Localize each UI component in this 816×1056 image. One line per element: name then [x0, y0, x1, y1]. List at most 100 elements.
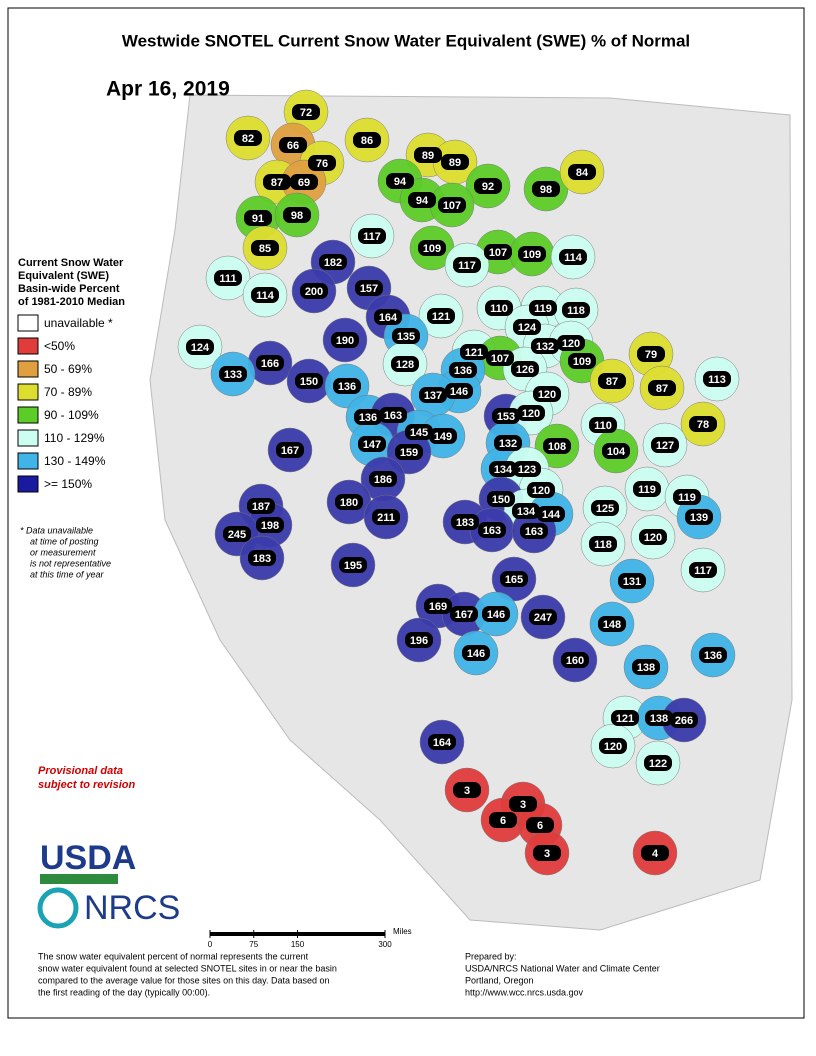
basin-label-bg: [374, 309, 402, 325]
basin-label: 113: [708, 374, 726, 386]
basin-label: 144: [542, 509, 561, 521]
basin-label: 78: [697, 419, 709, 431]
basin-label-bg: [589, 536, 617, 552]
legend-label: 70 - 89%: [44, 385, 92, 399]
footnote: the first reading of the day (typically …: [38, 987, 210, 997]
basin-label-bg: [598, 616, 626, 632]
basin-label: 150: [300, 376, 318, 388]
basin-label: 132: [499, 438, 517, 450]
basin-label-bg: [441, 154, 469, 170]
basin-label-bg: [392, 328, 420, 344]
basin-label: 131: [623, 576, 641, 588]
basin-label-bg: [369, 471, 397, 487]
basin-label: 120: [562, 338, 580, 350]
basin-label: 119: [678, 492, 696, 504]
basin-label: 109: [423, 243, 441, 255]
basin-label: 117: [458, 260, 476, 272]
basin-label-bg: [428, 734, 456, 750]
basin-label-bg: [485, 300, 513, 316]
basin-label: 157: [360, 283, 378, 295]
basin-label: 211: [377, 512, 395, 524]
title: Westwide SNOTEL Current Snow Water Equiv…: [122, 31, 690, 50]
basin-label-bg: [639, 529, 667, 545]
basin-label: 85: [259, 243, 271, 255]
legend-swatch: [17, 360, 39, 378]
basin-label: 149: [434, 431, 452, 443]
basin-label-bg: [419, 387, 447, 403]
basin-label: 198: [261, 520, 279, 532]
basin-label-bg: [251, 240, 279, 256]
basin-label-bg: [509, 796, 537, 812]
basin-label: 124: [191, 342, 210, 354]
basin-label: 87: [606, 376, 618, 388]
basin-label: 121: [616, 713, 634, 725]
basin-label-bg: [414, 147, 442, 163]
basin-label: 163: [483, 525, 501, 537]
basin-label-bg: [276, 442, 304, 458]
basin-label-bg: [489, 461, 517, 477]
basin-label: 138: [637, 662, 655, 674]
basin-label-bg: [450, 606, 478, 622]
basin-label-bg: [568, 164, 596, 180]
basin-label-bg: [513, 461, 541, 477]
basin-label: 148: [603, 619, 621, 631]
basin-label: 137: [424, 390, 442, 402]
basin-label: 120: [532, 485, 550, 497]
basin-label: 121: [432, 311, 450, 323]
prepared-by: http://www.wcc.nrcs.usda.gov: [465, 987, 584, 997]
basin-label: 167: [281, 445, 299, 457]
basin-label-bg: [251, 287, 279, 303]
basin-label: 136: [454, 365, 472, 377]
basin-label-bg: [537, 506, 565, 522]
footnote: The snow water equivalent percent of nor…: [38, 951, 309, 961]
basin-label: 120: [522, 408, 540, 420]
basin-label: 160: [566, 655, 584, 667]
basin-label: 124: [518, 322, 537, 334]
basin-label-bg: [568, 353, 596, 369]
footnote: compared to the average value for those …: [38, 975, 330, 985]
prepared-by: USDA/NRCS National Water and Climate Cen…: [465, 963, 660, 973]
basin-label-bg: [283, 207, 311, 223]
basin-label-bg: [559, 249, 587, 265]
basin-label-bg: [234, 130, 262, 146]
basin-label-bg: [405, 424, 433, 440]
basin-label: 89: [449, 157, 461, 169]
basin-label-bg: [484, 244, 512, 260]
basin-label: 166: [261, 358, 279, 370]
footnote: snow water equivalent found at selected …: [38, 963, 337, 973]
basin-label: 187: [252, 501, 270, 513]
nrcs-icon: [37, 887, 79, 929]
legend-swatch: [17, 475, 39, 493]
basin-label-bg: [645, 710, 673, 726]
basin-label-bg: [557, 335, 585, 351]
basin-label: 125: [596, 503, 614, 515]
basin-label: 109: [573, 356, 591, 368]
basin-label: 120: [604, 741, 622, 753]
basin-label-bg: [438, 197, 466, 213]
legend-label: >= 150%: [44, 477, 92, 491]
basin-label: 92: [482, 181, 494, 193]
basin-label-bg: [689, 562, 717, 578]
basin-label-bg: [637, 346, 665, 362]
basin-label-bg: [532, 181, 560, 197]
basin-label: 104: [607, 446, 626, 458]
basin-label: 133: [224, 369, 242, 381]
legend-label: unavailable *: [44, 316, 113, 330]
basin-label-bg: [453, 257, 481, 273]
legend-label: <50%: [44, 339, 75, 353]
basin-label-bg: [598, 373, 626, 389]
basin-label-bg: [395, 444, 423, 460]
basin-label: 82: [242, 133, 254, 145]
note: is not representative: [30, 558, 111, 568]
basin-label-bg: [500, 571, 528, 587]
basin-label: 117: [363, 231, 381, 243]
basin-label-bg: [526, 817, 554, 833]
basin-label-bg: [290, 174, 318, 190]
legend-swatch: [17, 383, 39, 401]
basin-label: 114: [256, 290, 275, 302]
basin-label: 122: [649, 758, 667, 770]
basin-label-bg: [673, 489, 701, 505]
basin-label-bg: [561, 652, 589, 668]
basin-label: 167: [455, 609, 473, 621]
basin-label: 98: [291, 210, 303, 222]
